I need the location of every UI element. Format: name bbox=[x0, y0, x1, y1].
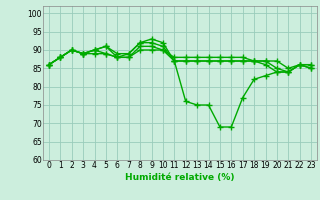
X-axis label: Humidité relative (%): Humidité relative (%) bbox=[125, 173, 235, 182]
